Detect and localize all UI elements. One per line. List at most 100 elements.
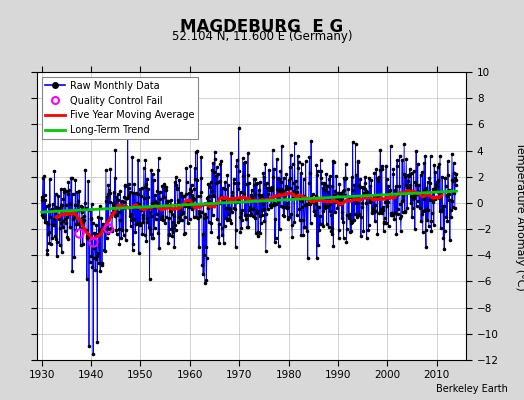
Point [182,179,191,185]
Point [366,183,374,189]
Point [197,175,205,181]
Point [157,216,165,222]
Point [139,219,148,225]
Point [376,166,384,173]
Point [103,230,112,236]
Point [226,220,235,226]
Point [196,188,205,195]
Point [179,210,187,216]
Point [415,182,423,188]
Point [109,201,117,208]
Point [293,184,302,190]
Point [114,191,122,198]
Point [316,220,324,227]
Point [111,175,119,182]
Point [299,176,308,183]
Point [213,164,221,170]
Point [342,175,350,181]
Point [336,197,345,203]
Point [227,150,235,156]
Point [405,173,413,179]
Point [42,203,51,210]
Point [289,195,298,202]
Point [367,197,375,204]
Point [437,190,445,196]
Point [276,186,285,192]
Point [232,244,240,251]
Point [261,181,269,187]
Point [405,185,413,192]
Point [315,213,324,220]
Point [359,190,368,196]
Point [257,207,266,214]
Point [364,192,372,198]
Point [170,244,179,250]
Point [57,219,65,226]
Point [136,219,144,226]
Point [128,247,137,254]
Point [44,231,52,238]
Point [265,167,273,173]
Point [150,202,158,209]
Point [372,208,380,214]
Point [171,226,180,233]
Point [449,178,457,184]
Point [60,186,68,193]
Point [388,212,397,218]
Point [50,168,59,174]
Point [286,164,294,170]
Point [67,210,75,216]
Point [316,157,325,163]
Point [255,192,263,198]
Point [436,194,444,200]
Point [429,186,438,192]
Point [108,209,117,216]
Point [281,183,290,189]
Point [272,201,280,207]
Point [116,202,125,208]
Point [148,213,156,219]
Point [394,211,402,217]
Point [384,223,392,229]
Point [442,214,450,220]
Point [360,184,368,191]
Point [219,195,227,202]
Point [219,185,227,192]
Point [376,206,385,212]
Point [242,197,250,203]
Point [100,224,108,230]
Point [316,175,325,182]
Point [122,227,130,234]
Point [145,275,154,282]
Point [225,211,233,218]
Point [132,221,140,228]
Point [411,179,420,186]
Point [203,195,211,202]
Point [263,180,271,186]
Point [80,227,88,234]
Point [310,196,319,202]
Point [188,206,196,212]
Point [53,238,61,245]
Point [226,206,235,212]
Point [115,241,124,247]
Point [81,200,89,206]
Point [180,193,188,200]
Point [400,170,408,177]
Point [72,227,80,234]
Point [91,244,99,250]
Point [237,210,245,216]
Point [418,168,427,175]
Point [246,206,254,212]
Point [108,200,117,206]
Point [302,200,310,207]
Point [139,165,148,171]
Point [235,196,244,202]
Point [92,256,100,262]
Point [293,152,302,159]
Point [135,200,144,207]
Point [328,225,336,232]
Point [94,239,102,246]
Point [162,187,171,194]
Point [292,189,301,196]
